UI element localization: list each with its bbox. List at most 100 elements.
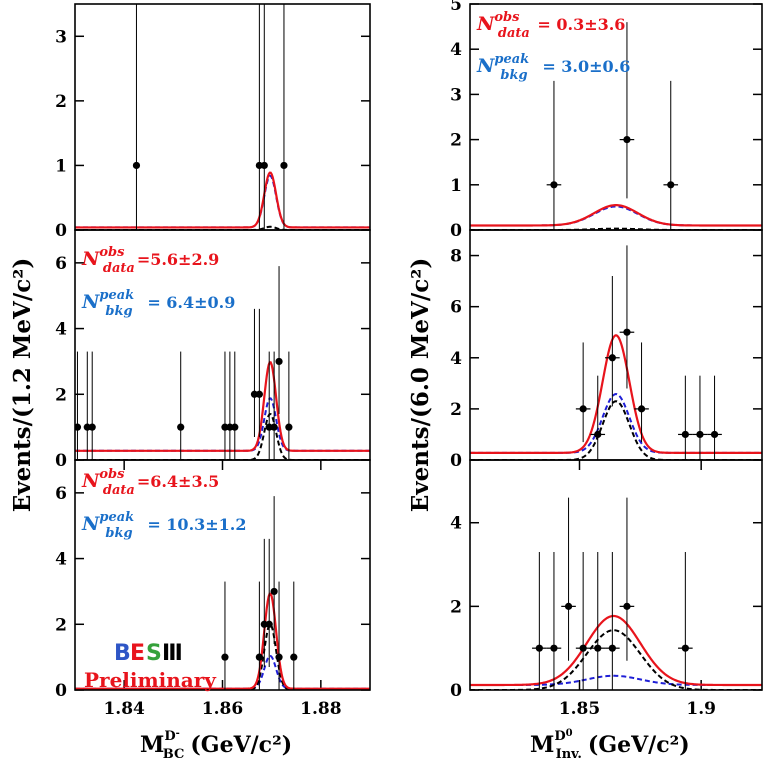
- signal-curve: [75, 413, 370, 460]
- y-tick-label: 4: [450, 349, 462, 369]
- data-point: [221, 653, 229, 661]
- total-fit-curve: [75, 592, 370, 690]
- x-left-supsup: -: [176, 728, 180, 739]
- panel-left-mid: 0 2 4 6 Nobs data =5.6±2.9 Npeak bkg = 6.4±0.9: [55, 229, 371, 471]
- annotation-obs: Nobs data =6.4±3.5: [81, 467, 219, 498]
- data-points: [132, 4, 288, 230]
- ann-value: = 0.3±3.6: [532, 15, 626, 34]
- annotation-peak: Npeak bkg = 6.4±0.9: [81, 288, 235, 319]
- data-point: [280, 161, 288, 170]
- total-fit-curve: [75, 171, 370, 229]
- panel-frame: [469, 229, 763, 461]
- fit-curves: [470, 334, 762, 460]
- data-point: [667, 181, 675, 189]
- ann-label: N: [476, 13, 495, 35]
- annotation-peak: Npeak bkg = 3.0±0.6: [476, 52, 630, 83]
- panel-right-bot: 0 2 4 1.85 1.9: [450, 459, 763, 719]
- data-point: [696, 430, 704, 439]
- panel-frame: [74, 3, 371, 231]
- signal-curve: [470, 227, 762, 230]
- y-axis-title-right: Events/(6.0 MeV/c²): [407, 258, 434, 512]
- data-point: [594, 430, 602, 439]
- ann-sup: obs: [99, 467, 125, 482]
- data-point: [270, 423, 278, 431]
- data-point: [681, 644, 689, 652]
- ann-value: = 10.3±1.2: [142, 515, 247, 534]
- data-points: [546, 22, 679, 230]
- total-fit-curve: [470, 334, 762, 454]
- panel-frame: [469, 459, 763, 691]
- ann-sup: obs: [99, 245, 125, 260]
- peak-bkg-curve: [75, 174, 370, 229]
- y-tick-label: 1: [450, 176, 462, 196]
- data-point: [594, 644, 602, 652]
- data-point: [564, 602, 573, 610]
- ann-label: N: [81, 248, 100, 270]
- bes-logo: B E S Ⅲ: [114, 641, 183, 666]
- y-tick-label: 0: [55, 221, 67, 241]
- ann-value: =6.4±3.5: [137, 472, 219, 491]
- data-point: [579, 644, 587, 652]
- ann-sub: bkg: [105, 526, 132, 541]
- ann-sub: bkg: [105, 304, 132, 319]
- data-points: [532, 497, 693, 690]
- y-tick-label: 4: [450, 514, 462, 534]
- y-tick-label: 4: [55, 320, 67, 340]
- y-axis-title-left: Events/(1.2 MeV/c²): [9, 258, 36, 512]
- logo-e: E: [130, 641, 145, 666]
- annotation-obs: Nobs data =5.6±2.9: [81, 245, 219, 276]
- y-tick-label: 0: [450, 681, 462, 701]
- total-fit-curve: [470, 614, 762, 687]
- data-point: [623, 602, 631, 610]
- y-tick-label: 6: [55, 254, 67, 274]
- ann-label: N: [476, 55, 495, 77]
- x-left-sup: D: [164, 729, 175, 744]
- panel-frame: [74, 459, 371, 691]
- data-point: [535, 644, 543, 652]
- panel-right-mid: 0 2 4 6 8: [450, 229, 763, 471]
- data-point: [270, 587, 278, 596]
- data-points: [221, 496, 298, 690]
- annotation-obs: Nobs data = 0.3±3.6: [476, 10, 625, 41]
- ann-sup: peak: [99, 288, 134, 303]
- data-point: [75, 423, 82, 431]
- data-point: [275, 653, 283, 661]
- y-tick-label: 3: [450, 85, 462, 105]
- data-point: [177, 423, 185, 431]
- peak-bkg-curve: [470, 674, 762, 686]
- data-point: [623, 328, 631, 336]
- ann-label: N: [81, 513, 100, 535]
- signal-curve: [470, 400, 762, 460]
- y-tick-label: 2: [55, 385, 67, 405]
- y-tick-label: 0: [450, 221, 462, 241]
- y-tick-label: 8: [450, 247, 462, 267]
- x-left-main: M: [140, 732, 164, 758]
- y-tick-label: 3: [55, 27, 67, 47]
- data-point: [710, 430, 719, 439]
- ann-sup: peak: [99, 510, 134, 525]
- x-right-main: M: [530, 732, 554, 758]
- data-point: [608, 644, 616, 652]
- x-left-unit: (GeV/c²): [190, 732, 292, 758]
- data-point: [255, 390, 263, 398]
- y-tick-label: 2: [450, 131, 462, 151]
- y-tick-label: 0: [55, 681, 67, 701]
- y-tick-label: 1: [55, 156, 67, 176]
- panels-layer: 0 1 2 3 0 2 4 6 Nobs data =5.6±2.9 Npeak bkg = 6.4±0…: [55, 0, 763, 719]
- panel-left-top: 0 1 2 3: [55, 3, 371, 241]
- fit-curves: [75, 171, 370, 230]
- data-point: [637, 405, 646, 413]
- y-tick-label: 0: [55, 451, 67, 471]
- y-tick-label: 5: [450, 0, 462, 15]
- y-tick-label: 2: [450, 400, 462, 420]
- x-tick-label: 1.84: [103, 699, 145, 719]
- ann-sup: obs: [494, 10, 520, 25]
- y-tick-label: 0: [450, 451, 462, 471]
- data-point: [132, 161, 141, 170]
- y-tick-label: 2: [55, 92, 67, 112]
- total-fit-curve: [470, 204, 762, 227]
- ann-sub: data: [103, 483, 135, 498]
- y-tick-label: 2: [55, 615, 67, 635]
